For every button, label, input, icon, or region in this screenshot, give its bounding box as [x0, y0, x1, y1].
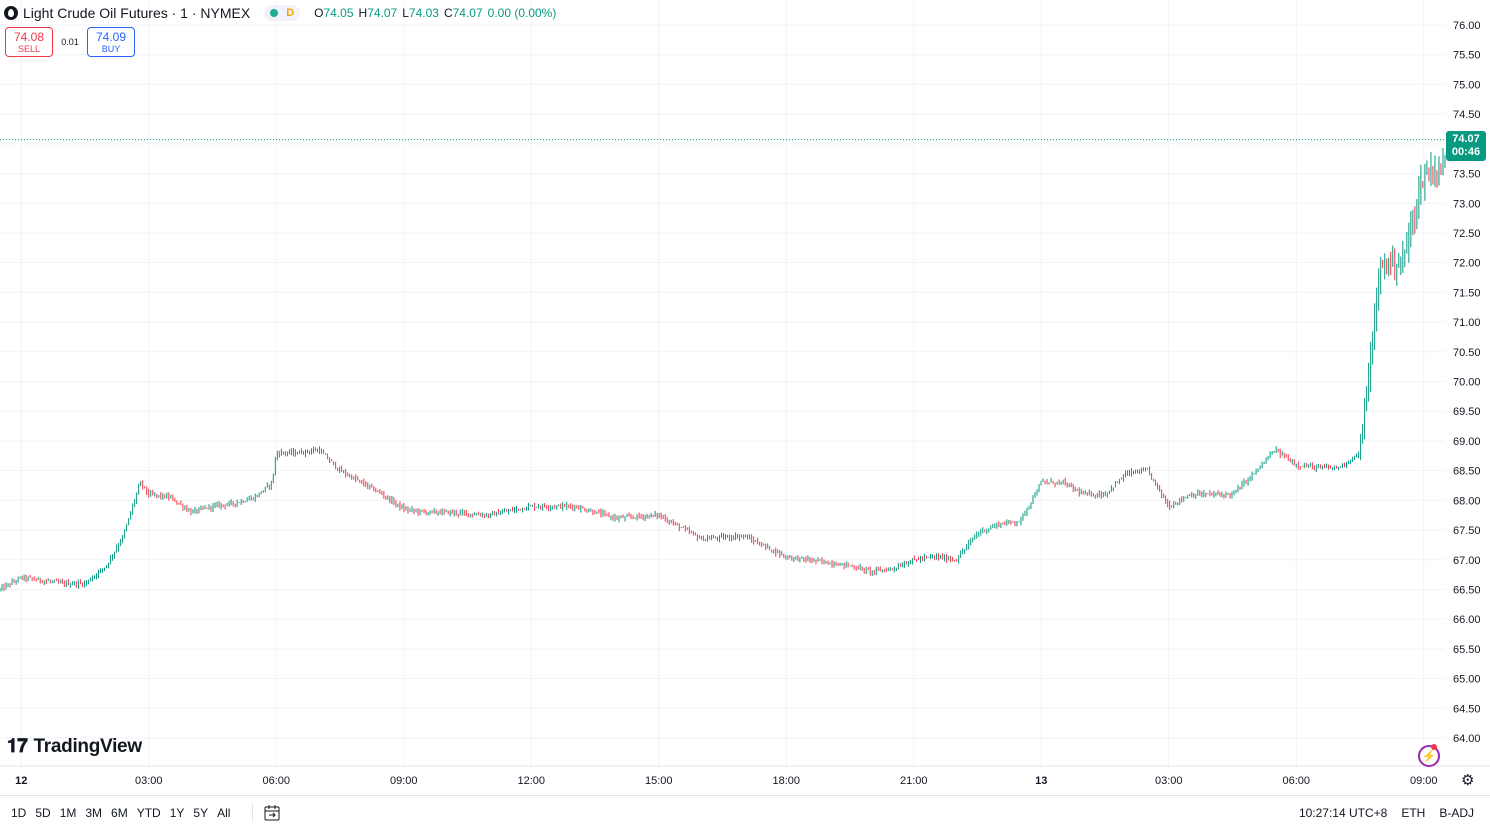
trade-panel: 74.08 SELL 0.01 74.09 BUY — [5, 27, 135, 57]
low-label: L — [402, 6, 409, 20]
price-tick-label: 73.50 — [1453, 169, 1481, 181]
range-1y[interactable]: 1Y — [169, 805, 185, 820]
data-delay-badge: D — [286, 7, 295, 19]
price-tick-label: 69.50 — [1453, 406, 1481, 418]
price-axis[interactable]: 76.0075.5075.0074.5074.0073.5073.0072.50… — [1453, 20, 1481, 745]
price-tick-label: 72.50 — [1453, 228, 1481, 240]
tradingview-logo[interactable]: 𝟏𝟕 TradingView — [7, 736, 142, 758]
time-tick-label: 12 — [15, 775, 27, 787]
spread-value: 0.01 — [61, 37, 79, 47]
price-tick-label: 64.50 — [1453, 703, 1481, 715]
time-tick-label: 03:00 — [135, 775, 163, 787]
symbol-icon[interactable] — [4, 6, 18, 20]
price-tick-label: 75.50 — [1453, 50, 1481, 62]
price-tick-label: 67.50 — [1453, 525, 1481, 537]
time-tick-label: 09:00 — [1410, 775, 1438, 787]
price-tick-label: 70.50 — [1453, 347, 1481, 359]
price-tick-label: 71.50 — [1453, 287, 1481, 299]
time-tick-label: 18:00 — [772, 775, 800, 787]
tradingview-logo-icon: 𝟏𝟕 — [7, 736, 28, 757]
price-tick-label: 71.00 — [1453, 317, 1481, 329]
symbol-title[interactable]: Light Crude Oil Futures · 1 · NYMEX — [23, 5, 251, 21]
candlesticks — [0, 148, 1446, 592]
range-5y[interactable]: 5Y — [193, 805, 209, 820]
ohlc-values: O74.05 H74.07 L74.03 C74.07 0.00 (0.00%) — [314, 6, 556, 20]
range-3m[interactable]: 3M — [85, 805, 103, 820]
lightning-icon[interactable]: ⚡ — [1418, 745, 1440, 767]
range-6m[interactable]: 6M — [111, 805, 128, 820]
high-value: 74.07 — [367, 6, 398, 20]
sell-label: SELL — [17, 44, 41, 54]
bar-countdown: 00:46 — [1451, 146, 1481, 158]
last-price-tag: 74.07 00:46 — [1446, 131, 1486, 161]
price-tick-label: 76.00 — [1453, 20, 1481, 32]
time-tick-label: 21:00 — [900, 775, 928, 787]
range-all[interactable]: All — [217, 805, 231, 820]
bottom-toolbar: 1D 5D 1M 3M 6M YTD 1Y 5Y All 10:27:14 UT… — [0, 795, 1490, 829]
market-open-dot-icon — [270, 9, 279, 17]
sell-button[interactable]: 74.08 SELL — [5, 27, 53, 57]
time-tick-label: 09:00 — [390, 775, 418, 787]
clock-timezone[interactable]: 10:27:14 UTC+8 — [1298, 806, 1388, 820]
range-1d[interactable]: 1D — [11, 805, 27, 820]
time-axis[interactable]: 12 03:00 06:00 09:00 12:00 15:00 18:00 21:00 13 0… — [0, 765, 1490, 787]
range-1m[interactable]: 1M — [59, 805, 77, 820]
market-status[interactable]: D — [264, 5, 301, 21]
price-tick-label: 72.00 — [1453, 258, 1481, 270]
price-tick-label: 69.00 — [1453, 436, 1481, 448]
time-tick-label: 06:00 — [262, 775, 290, 787]
notification-dot — [1431, 744, 1437, 750]
price-tick-label: 70.00 — [1453, 377, 1481, 389]
price-tick-label: 73.00 — [1453, 198, 1481, 210]
time-tick-label: 06:00 — [1282, 775, 1310, 787]
open-label: O — [314, 6, 324, 20]
chart-grid — [0, 0, 1445, 768]
settings-gear-icon[interactable]: ⚙ — [1461, 772, 1475, 789]
adjustment-toggle[interactable]: B-ADJ — [1439, 806, 1474, 820]
buy-price: 74.09 — [95, 30, 127, 44]
price-tick-label: 64.00 — [1453, 733, 1481, 745]
close-value: 74.07 — [452, 6, 483, 20]
sell-price: 74.08 — [13, 30, 45, 44]
range-ytd[interactable]: YTD — [136, 805, 161, 820]
buy-label: BUY — [101, 44, 121, 54]
price-tick-label: 67.00 — [1453, 555, 1481, 567]
last-price-value: 74.07 — [1452, 133, 1480, 145]
close-label: C — [443, 6, 453, 20]
time-tick-label: 15:00 — [645, 775, 673, 787]
session-toggle[interactable]: ETH — [1401, 806, 1426, 820]
price-tick-label: 74.50 — [1453, 109, 1481, 121]
change-value: 0.00 (0.00%) — [487, 6, 557, 20]
date-range-calendar-icon[interactable] — [252, 803, 281, 822]
high-label: H — [358, 6, 368, 20]
range-5d[interactable]: 5D — [35, 805, 51, 820]
price-tick-label: 68.50 — [1453, 466, 1481, 478]
logo-text: TradingView — [33, 736, 143, 757]
price-tick-label: 66.00 — [1453, 614, 1481, 626]
status-area: 10:27:14 UTC+8 ETH B-ADJ — [1299, 806, 1474, 820]
price-tick-label: 65.50 — [1453, 644, 1481, 656]
price-tick-label: 66.50 — [1453, 584, 1481, 596]
buy-button[interactable]: 74.09 BUY — [87, 27, 135, 57]
price-tick-label: 75.00 — [1453, 79, 1481, 91]
time-tick-label: 12:00 — [517, 775, 545, 787]
chart-header: Light Crude Oil Futures · 1 · NYMEX D O7… — [4, 3, 556, 23]
price-chart[interactable]: 76.0075.5075.0074.5074.0073.5073.0072.50… — [0, 0, 1490, 795]
low-value: 74.03 — [408, 6, 439, 20]
time-tick-label: 03:00 — [1155, 775, 1183, 787]
time-tick-label: 13 — [1035, 775, 1047, 787]
price-tick-label: 65.00 — [1453, 674, 1481, 686]
open-value: 74.05 — [323, 6, 354, 20]
price-tick-label: 68.00 — [1453, 495, 1481, 507]
